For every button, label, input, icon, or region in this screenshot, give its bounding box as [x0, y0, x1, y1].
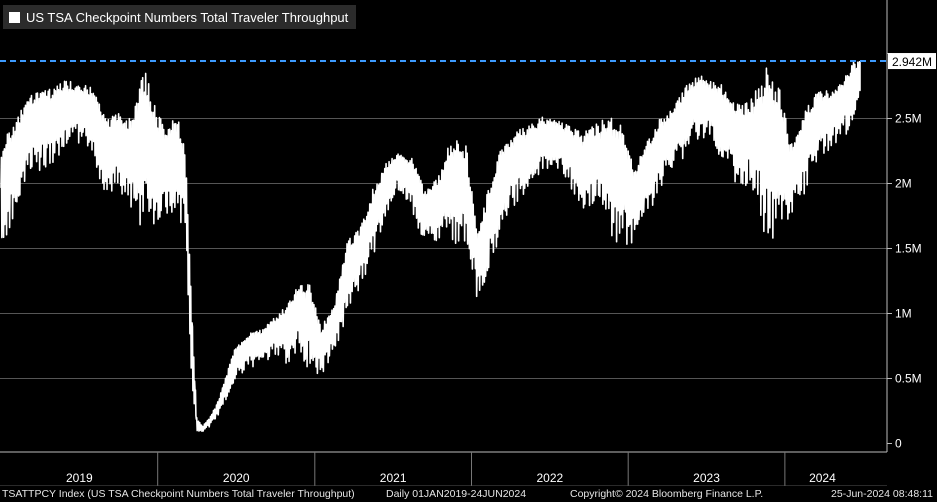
x-tick-label: 2019 [66, 471, 93, 485]
footer-ticker: TSATTPCY Index (US TSA Checkpoint Number… [2, 488, 355, 500]
x-tick-label: 2021 [380, 471, 407, 485]
footer-copyright: Copyright© 2024 Bloomberg Finance L.P. [570, 488, 764, 500]
chart: 0 0.5M 1M 1.5M 2M 2.5M 2019 2020 2021 2022 2023 202… [0, 0, 936, 486]
y-tick-label: 0 [895, 437, 902, 451]
y-tick-label: 2M [895, 177, 912, 191]
x-tick-label: 2020 [223, 471, 250, 485]
y-tick-label: 1M [895, 307, 912, 321]
chart-legend: US TSA Checkpoint Numbers Total Traveler… [3, 5, 357, 29]
y-tick-label: 1.5M [895, 242, 922, 256]
x-tick-label: 2024 [809, 471, 836, 485]
last-value-label: 2.942M [892, 55, 932, 69]
chart-footer: TSATTPCY Index (US TSA Checkpoint Number… [0, 486, 937, 502]
x-tick-label: 2022 [536, 471, 563, 485]
y-tick-label: 2.5M [895, 112, 922, 126]
footer-timestamp: 25-Jun-2024 08:48:11 [831, 488, 933, 500]
legend-label: US TSA Checkpoint Numbers Total Traveler… [26, 9, 349, 25]
x-tick-label: 2023 [693, 471, 720, 485]
footer-date-range: Daily 01JAN2019-24JUN2024 [386, 488, 527, 500]
y-tick-label: 0.5M [895, 372, 922, 386]
series-line [0, 60, 861, 433]
legend-swatch [9, 11, 20, 23]
last-value-box [888, 53, 936, 70]
